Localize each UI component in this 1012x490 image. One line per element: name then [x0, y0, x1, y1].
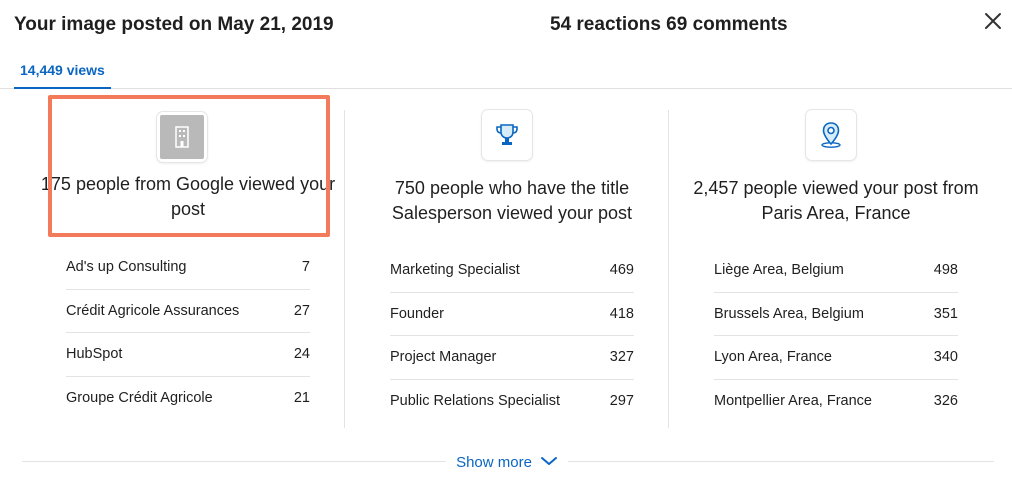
list-item-count: 7: [301, 259, 310, 276]
list-item-name: HubSpot: [66, 346, 123, 363]
engagement-stats[interactable]: 54 reactions 69 comments: [550, 14, 788, 35]
location-headline: 2,457 people viewed your post from Paris…: [693, 178, 979, 223]
title-insights: 750 people who have the title Salesperso…: [350, 90, 674, 430]
list-item-name: Liège Area, Belgium: [714, 262, 844, 279]
list-item-name: Montpellier Area, France: [714, 393, 872, 410]
column-divider: [668, 110, 669, 428]
list-item-count: 498: [933, 262, 958, 279]
show-more-button[interactable]: Show more: [446, 450, 568, 474]
list-item-name: Founder: [390, 305, 445, 322]
column-divider: [344, 110, 345, 428]
location-insights: 2,457 people viewed your post from Paris…: [674, 90, 998, 430]
list-item-count: 469: [609, 262, 634, 279]
list-item-count: 326: [933, 393, 958, 410]
list-item-count: 351: [933, 305, 958, 322]
list-item-name: Public Relations Specialist: [390, 393, 561, 410]
building-icon: [157, 112, 207, 162]
title-list: Marketing Specialist 469 Founder 418 Proje…: [390, 249, 634, 423]
list-item: Groupe Crédit Agricole 21: [66, 377, 310, 421]
location-pin-icon: [806, 110, 856, 160]
chevron-down-icon: [540, 454, 558, 471]
list-item: Liège Area, Belgium 498: [714, 249, 958, 293]
highlight-box: [48, 95, 330, 237]
list-item: Public Relations Specialist 297: [390, 380, 634, 424]
list-item-name: Marketing Specialist: [390, 262, 520, 279]
list-item-name: Ad's up Consulting: [66, 259, 187, 276]
list-item: Montpellier Area, France 326: [714, 380, 958, 424]
tab-bar: 14,449 views: [0, 52, 1012, 89]
list-item: Marketing Specialist 469: [390, 249, 634, 293]
show-more-label: Show more: [456, 453, 532, 471]
list-item: HubSpot 24: [66, 333, 310, 377]
company-insights: 175 people from Google viewed your post …: [26, 90, 350, 430]
list-item-count: 297: [609, 393, 634, 410]
title-headline: 750 people who have the title Salesperso…: [391, 178, 633, 223]
list-item: Founder 418: [390, 293, 634, 336]
list-item-count: 418: [609, 305, 634, 322]
close-icon[interactable]: [982, 10, 1004, 32]
list-item-count: 27: [293, 302, 310, 319]
list-item-count: 24: [293, 346, 310, 363]
list-item-count: 327: [609, 349, 634, 366]
company-headline: 175 people from Google viewed your post: [40, 174, 336, 219]
list-item: Brussels Area, Belgium 351: [714, 293, 958, 336]
list-item-name: Groupe Crédit Agricole: [66, 390, 213, 407]
list-item-count: 21: [293, 390, 310, 407]
list-item-name: Project Manager: [390, 349, 497, 366]
trophy-icon: [482, 110, 532, 160]
list-item-count: 340: [933, 349, 958, 366]
page-title: Your image posted on May 21, 2019: [14, 14, 334, 35]
list-item-name: Brussels Area, Belgium: [714, 305, 864, 322]
company-list: Ad's up Consulting 7 Crédit Agricole Assu…: [66, 246, 310, 420]
dialog-header: Your image posted on May 21, 2019 54 rea…: [0, 0, 1012, 52]
list-item-name: Lyon Area, France: [714, 349, 832, 366]
list-item: Crédit Agricole Assurances 27: [66, 290, 310, 333]
list-item: Lyon Area, France 340: [714, 336, 958, 380]
list-item: Project Manager 327: [390, 336, 634, 380]
tab-views[interactable]: 14,449 views: [14, 52, 111, 89]
list-item: Ad's up Consulting 7: [66, 246, 310, 290]
list-item-name: Crédit Agricole Assurances: [66, 302, 240, 319]
location-list: Liège Area, Belgium 498 Brussels Area, Be…: [714, 249, 958, 423]
